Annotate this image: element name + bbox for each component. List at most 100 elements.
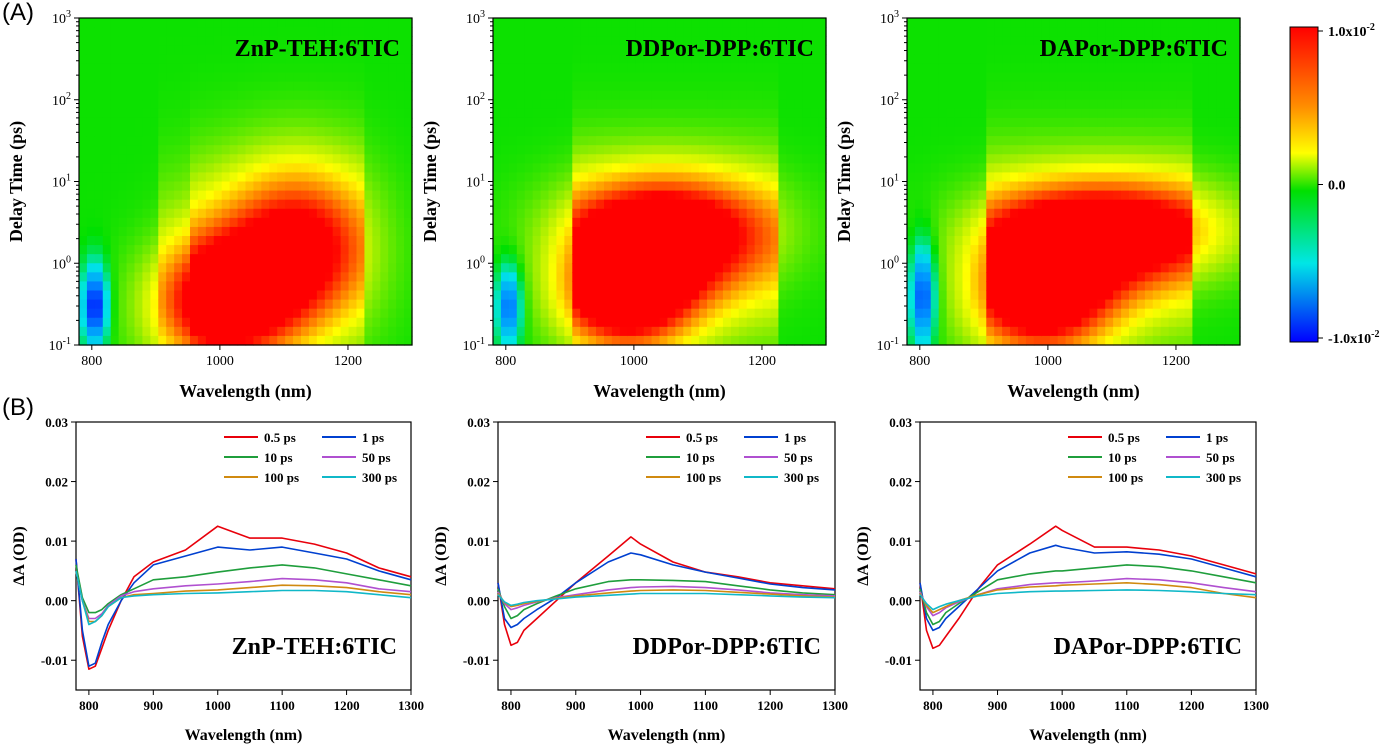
heatmap-cell bbox=[253, 299, 262, 310]
x-axis-title: Wavelength (nm) bbox=[608, 727, 726, 744]
heatmap-cell bbox=[102, 90, 112, 101]
heatmap-cell bbox=[1018, 226, 1027, 237]
heatmap-cell bbox=[1168, 281, 1178, 292]
heatmap-cell bbox=[778, 127, 787, 137]
heatmap-cell bbox=[1208, 326, 1217, 337]
heatmap-cell bbox=[675, 72, 684, 83]
heatmap-cell bbox=[970, 154, 979, 164]
heatmap-cell bbox=[794, 272, 803, 283]
heatmap-cell bbox=[221, 254, 231, 264]
heatmap-cell bbox=[404, 163, 413, 174]
heatmap-cell bbox=[269, 335, 278, 346]
heatmap-cell bbox=[396, 281, 405, 292]
heatmap-cell bbox=[572, 317, 581, 328]
heatmap-cell bbox=[110, 208, 120, 219]
heatmap-cell bbox=[580, 335, 589, 346]
heatmap-cell bbox=[1216, 117, 1225, 128]
heatmap-cell bbox=[1152, 117, 1162, 128]
heatmap-cell bbox=[970, 181, 979, 192]
heatmap-cell bbox=[1160, 145, 1170, 155]
heatmap-cell bbox=[810, 81, 819, 92]
heatmap-cell bbox=[564, 308, 573, 319]
heatmap-cell bbox=[1208, 299, 1217, 310]
heatmap-cell bbox=[1073, 117, 1083, 128]
heatmap-cell bbox=[1192, 63, 1201, 74]
heatmap-cell bbox=[332, 172, 342, 183]
heatmap-cell bbox=[1168, 45, 1178, 55]
heatmap-cell bbox=[707, 236, 716, 246]
heatmap-cell bbox=[301, 81, 310, 92]
heatmap-cell bbox=[134, 54, 144, 65]
heatmap-cell bbox=[285, 63, 294, 74]
heatmap-cell bbox=[237, 63, 247, 74]
heatmap-cell bbox=[1089, 208, 1098, 219]
heatmap-cell bbox=[746, 335, 756, 346]
heatmap-cell bbox=[1018, 45, 1027, 55]
heatmap-cell bbox=[396, 317, 405, 328]
heatmap-cell bbox=[794, 27, 803, 37]
heatmap-cell bbox=[308, 27, 318, 37]
heatmap-cell bbox=[1168, 72, 1178, 83]
heatmap-cell bbox=[1010, 99, 1019, 110]
heatmap-cell bbox=[548, 335, 558, 346]
heatmap-cell bbox=[508, 254, 518, 264]
heatmap-cell bbox=[1081, 36, 1090, 46]
heatmap-cell bbox=[738, 263, 748, 273]
heatmap-cell bbox=[1136, 299, 1146, 310]
heatmap-cell bbox=[946, 81, 956, 92]
heatmap-cell bbox=[1136, 199, 1146, 210]
heatmap-cell bbox=[261, 136, 270, 146]
heatmap-cell bbox=[1010, 90, 1019, 101]
heatmap-cell bbox=[94, 290, 104, 301]
heatmap-cell bbox=[691, 117, 700, 128]
heatmap-cell bbox=[1018, 290, 1027, 301]
heatmap-cell bbox=[946, 54, 956, 65]
heatmap-cell bbox=[524, 45, 534, 55]
heatmap-cell bbox=[221, 90, 231, 101]
heatmap-cell bbox=[802, 154, 811, 164]
spectra-frame bbox=[497, 421, 836, 691]
heatmap-cell bbox=[508, 308, 518, 319]
heatmap-cell bbox=[118, 281, 128, 292]
heatmap-cell bbox=[986, 263, 995, 273]
heatmap-cell bbox=[324, 254, 334, 264]
heatmap-cell bbox=[1216, 181, 1225, 192]
heatmap-cell bbox=[261, 236, 270, 246]
heatmap-cell bbox=[715, 190, 724, 201]
heatmap-cell bbox=[667, 72, 676, 83]
legend-label: 1 ps bbox=[1206, 430, 1228, 445]
heatmap-cell bbox=[611, 136, 621, 146]
heatmap-cell bbox=[316, 208, 326, 219]
heatmap-cell bbox=[508, 72, 518, 83]
heatmap-cell bbox=[651, 163, 661, 174]
heatmap-cell bbox=[356, 217, 366, 228]
heatmap-cell bbox=[213, 326, 223, 337]
heatmap-cell bbox=[269, 172, 278, 183]
heatmap-cell bbox=[221, 108, 231, 119]
heatmap-cell bbox=[1073, 217, 1083, 228]
heatmap-cell bbox=[1136, 181, 1146, 192]
heatmap-cell bbox=[142, 36, 151, 46]
heatmap-cell bbox=[332, 54, 342, 65]
heatmap-cell bbox=[540, 81, 550, 92]
heatmap-cell bbox=[324, 281, 334, 292]
heatmap-cell bbox=[762, 163, 772, 174]
heatmap-cell bbox=[675, 99, 684, 110]
heatmap-cell bbox=[986, 163, 995, 174]
heatmap-cell bbox=[86, 81, 96, 92]
heatmap-cell bbox=[1057, 245, 1067, 255]
heatmap-cell bbox=[94, 181, 104, 192]
heatmap-cell bbox=[556, 217, 565, 228]
heatmap-cell bbox=[285, 81, 294, 92]
heatmap-cell bbox=[1168, 263, 1178, 273]
heatmap-cell bbox=[1129, 245, 1138, 255]
heatmap-cell bbox=[1129, 254, 1138, 264]
heatmap-cell bbox=[588, 27, 597, 37]
heatmap-cell bbox=[532, 154, 542, 164]
heatmap-cell bbox=[388, 299, 397, 310]
heatmap-cell bbox=[922, 308, 932, 319]
heatmap-cell bbox=[508, 245, 518, 255]
heatmap-cell bbox=[94, 72, 104, 83]
heatmap-cell bbox=[540, 145, 550, 155]
heatmap-cell bbox=[308, 290, 318, 301]
